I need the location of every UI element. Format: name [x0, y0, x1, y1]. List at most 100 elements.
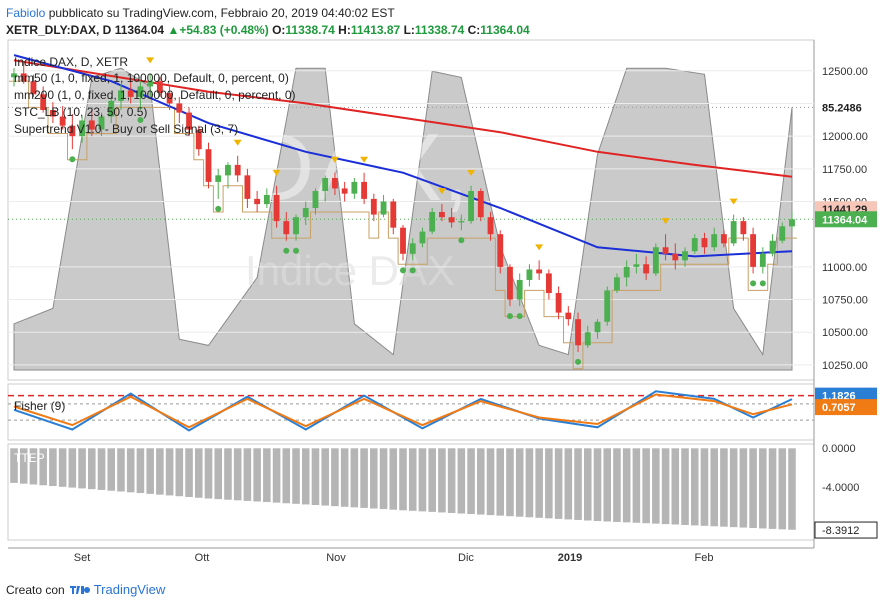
ttep-bar — [554, 447, 563, 520]
ttep-bar — [593, 447, 602, 522]
close-value: 11364.04 — [480, 23, 530, 37]
ttep-bar — [349, 447, 359, 508]
ttep-bar — [145, 447, 155, 495]
ttep-bar — [9, 447, 19, 484]
candle-body — [429, 211, 436, 232]
buy-signal-marker — [759, 280, 766, 287]
ttep-bar — [184, 447, 194, 498]
symbol-name[interactable]: XETR_DLY:DAX, D — [6, 23, 112, 37]
ttep-bar — [534, 447, 544, 519]
sell-signal-marker — [146, 57, 155, 64]
last-price-badge-bg — [815, 211, 877, 228]
ttep-bar — [67, 447, 77, 489]
low-value: 11338.74 — [414, 23, 465, 37]
time-axis-label: 2019 — [558, 552, 582, 564]
candle-body — [88, 120, 95, 130]
fisher-orange-badge-bg — [815, 399, 877, 416]
candle-body — [166, 92, 173, 104]
watermark-small: Indice DAX — [245, 247, 455, 294]
ttep-bar — [758, 447, 768, 530]
ttep-bar — [447, 447, 457, 514]
candle-body — [740, 221, 747, 235]
sell-signal-marker — [360, 156, 369, 163]
sell-signal-marker — [437, 188, 446, 195]
stc-badge-bg — [815, 99, 877, 116]
candle-body — [49, 109, 56, 117]
candle-body — [604, 290, 611, 322]
sell-signal-marker — [330, 156, 339, 163]
candle-body — [438, 211, 445, 218]
publish-info: Fabiolo pubblicato su TradingView.com, F… — [6, 6, 395, 20]
candle-body — [769, 240, 776, 254]
buy-signal-marker — [215, 205, 222, 212]
ttep-bar — [690, 447, 700, 526]
published-text: pubblicato su TradingView.com, Febbraio … — [48, 6, 395, 20]
ttep-bar — [243, 447, 252, 502]
author-name[interactable]: Fabiolo — [6, 6, 46, 20]
ttep-bar — [165, 447, 174, 497]
buy-signal-marker — [750, 280, 757, 287]
fisher-pane[interactable] — [7, 383, 815, 441]
ttep-bar — [262, 447, 272, 503]
sell-signal-marker — [661, 218, 670, 225]
candle-body — [419, 231, 426, 244]
price-tick-label: 10750.00 — [822, 295, 868, 307]
candle-body — [759, 253, 766, 267]
ttep-bar — [301, 447, 311, 506]
last-price: 11364.04 — [114, 23, 165, 37]
close-label: C: — [467, 23, 481, 37]
candle-body — [225, 164, 231, 176]
candle-body — [215, 175, 222, 182]
candle-body — [789, 219, 795, 227]
ttep-bar — [252, 447, 262, 503]
ttep-bar — [515, 447, 525, 518]
ttep-bar — [456, 447, 466, 515]
candle-body — [20, 73, 27, 82]
candle-body — [370, 198, 377, 215]
ttep-bar — [583, 447, 593, 522]
candle-body — [205, 149, 212, 182]
candle-body — [244, 175, 251, 199]
candle-body — [779, 226, 786, 241]
candle-body — [30, 81, 37, 95]
candle-body — [273, 194, 280, 222]
candle-body — [672, 253, 679, 261]
mm200-line — [13, 59, 793, 178]
symbol-bar: XETR_DLY:DAX, D 11364.04 ▲+54.83 (+0.48%… — [6, 23, 530, 37]
legend-mm200: mm200 (1, 0, fixed, 1, 100000, Default, … — [14, 88, 296, 102]
tradingview-link[interactable]: TradingView — [93, 582, 166, 597]
watermark: DAX, D Indice DAX — [245, 114, 565, 294]
candle-body — [127, 90, 134, 97]
time-axis-label: Nov — [326, 552, 346, 564]
ttep-bar — [359, 447, 369, 509]
sell-signal-marker — [272, 169, 281, 176]
candle-body — [234, 164, 241, 176]
ttep-bar — [204, 447, 213, 500]
candle-body — [584, 332, 591, 346]
candle-body — [176, 103, 183, 113]
candle-body — [312, 191, 319, 209]
high-label: H: — [338, 23, 351, 37]
ttep-bar — [777, 447, 787, 530]
price-tick-label: 12500.00 — [822, 66, 868, 78]
candle-body — [516, 279, 523, 300]
watermark-big: DAX, D — [245, 114, 565, 221]
change-up-icon: ▲ — [167, 23, 180, 37]
ttep-bar — [408, 447, 418, 512]
ttep-bar — [768, 447, 777, 530]
buy-signal-marker — [409, 267, 416, 274]
ttep-bar — [641, 447, 651, 524]
candle-body — [477, 191, 484, 218]
candle-body — [662, 247, 669, 254]
ttep-bar — [787, 447, 797, 531]
ttep-bar — [87, 447, 97, 490]
candle-body — [594, 321, 601, 333]
candle-body — [448, 217, 455, 223]
ttep-bar — [369, 447, 379, 510]
open-label: O: — [272, 23, 286, 37]
buy-signal-marker — [137, 116, 144, 123]
ttep-bar — [573, 447, 583, 521]
ttep-bar — [213, 447, 223, 500]
price-tick-label: 10500.00 — [822, 327, 868, 339]
